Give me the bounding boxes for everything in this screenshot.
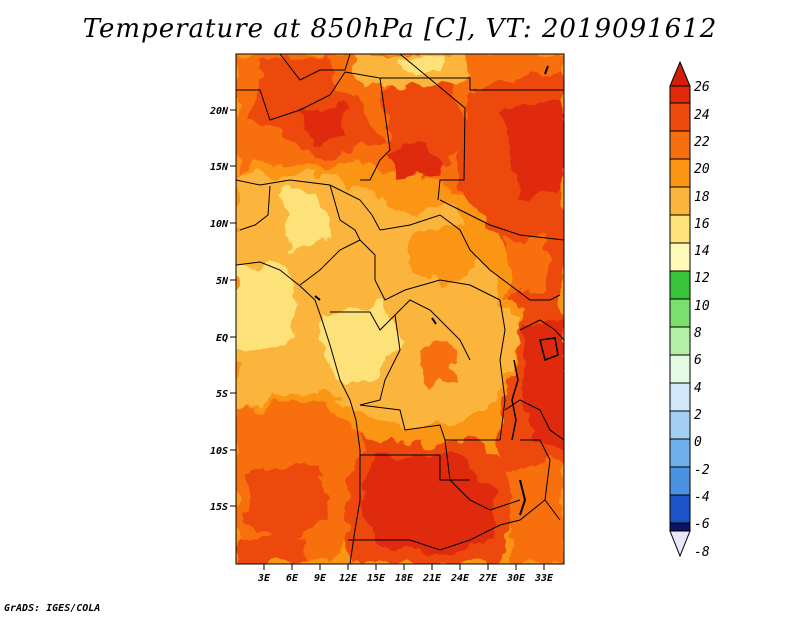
colorbar-band — [669, 130, 691, 160]
grads-credit: GrADS: IGES/COLA — [4, 603, 101, 614]
colorbar-label: -6 — [694, 517, 710, 532]
lat-tick-labels: 20N 15N 10N 5N EQ 5S 10S 15S — [209, 106, 229, 513]
colorbar-label: 22 — [694, 135, 710, 150]
lon-tick-label: 27E — [478, 573, 498, 584]
colorbar-label: 10 — [694, 299, 710, 314]
colorbar-label: -2 — [694, 463, 710, 478]
colorbar-band — [669, 85, 691, 104]
colorbar-label: 16 — [694, 217, 710, 232]
colorbar-band — [669, 466, 691, 496]
lon-tick-label: 18E — [395, 573, 414, 584]
colorbar-band — [669, 270, 691, 300]
lon-tick-label: 21E — [422, 573, 442, 584]
colorbar-label: 6 — [694, 353, 702, 368]
colorbar-band — [669, 186, 691, 216]
colorbar-label: 12 — [694, 271, 710, 286]
lat-tick-label: 15N — [210, 162, 229, 173]
lon-tick-label: 15E — [367, 573, 386, 584]
map-title: Temperature at 850hPa [C], VT: 201909161… — [82, 14, 718, 44]
colorbar-label: 26 — [694, 80, 710, 95]
colorbar-top-arrow — [669, 60, 691, 87]
colorbar-label: 2 — [694, 408, 702, 423]
colorbar-label: 18 — [694, 190, 710, 205]
colorbar-label: 24 — [694, 108, 710, 123]
colorbar-label: -8 — [694, 545, 710, 560]
colorbar-band — [669, 158, 691, 188]
lon-tick-label: 9E — [314, 573, 327, 584]
colorbar-label: 14 — [694, 244, 710, 259]
colorbar-labels: 26 24 22 20 18 16 14 12 10 8 6 4 2 0 -2 … — [694, 80, 710, 560]
lat-tick-label: 15S — [210, 502, 228, 513]
lon-tick-label: 30E — [506, 573, 526, 584]
colorbar-band — [669, 298, 691, 328]
colorbar-bottom-arrow — [669, 530, 691, 558]
colorbar-band — [669, 438, 691, 468]
colorbar-label: -4 — [694, 490, 710, 505]
lon-tick-label: 24E — [450, 573, 470, 584]
lat-tick-label: 5N — [216, 276, 229, 287]
colorbar-band — [669, 326, 691, 356]
colorbar — [669, 60, 691, 558]
lon-tick-label: 6E — [286, 573, 299, 584]
lat-tick-label: 5S — [216, 389, 228, 400]
country-borders — [236, 54, 564, 564]
colorbar-band — [669, 410, 691, 440]
lat-tick-label: EQ — [216, 333, 228, 344]
colorbar-band — [669, 242, 691, 272]
lon-tick-label: 12E — [339, 573, 358, 584]
lon-tick-labels: 3E 6E 9E 12E 15E 18E 21E 24E 27E 30E 33E — [257, 573, 554, 584]
colorbar-label: 8 — [694, 326, 702, 341]
map-frame — [235, 53, 565, 565]
colorbar-label: 20 — [694, 162, 710, 177]
colorbar-band — [669, 102, 691, 132]
colorbar-label: 4 — [694, 381, 702, 396]
lat-tick-label: 10S — [210, 446, 228, 457]
temperature-field — [236, 54, 564, 564]
lat-axis — [230, 109, 236, 507]
colorbar-band — [669, 522, 691, 532]
colorbar-band — [669, 494, 691, 524]
lon-axis — [263, 564, 545, 570]
lat-tick-label: 10N — [210, 219, 229, 230]
lat-tick-label: 20N — [209, 106, 229, 117]
colorbar-band — [669, 354, 691, 384]
colorbar-label: 0 — [694, 435, 702, 450]
colorbar-band — [669, 382, 691, 412]
colorbar-band — [669, 214, 691, 244]
lon-tick-label: 33E — [534, 573, 554, 584]
lon-tick-label: 3E — [257, 573, 271, 584]
